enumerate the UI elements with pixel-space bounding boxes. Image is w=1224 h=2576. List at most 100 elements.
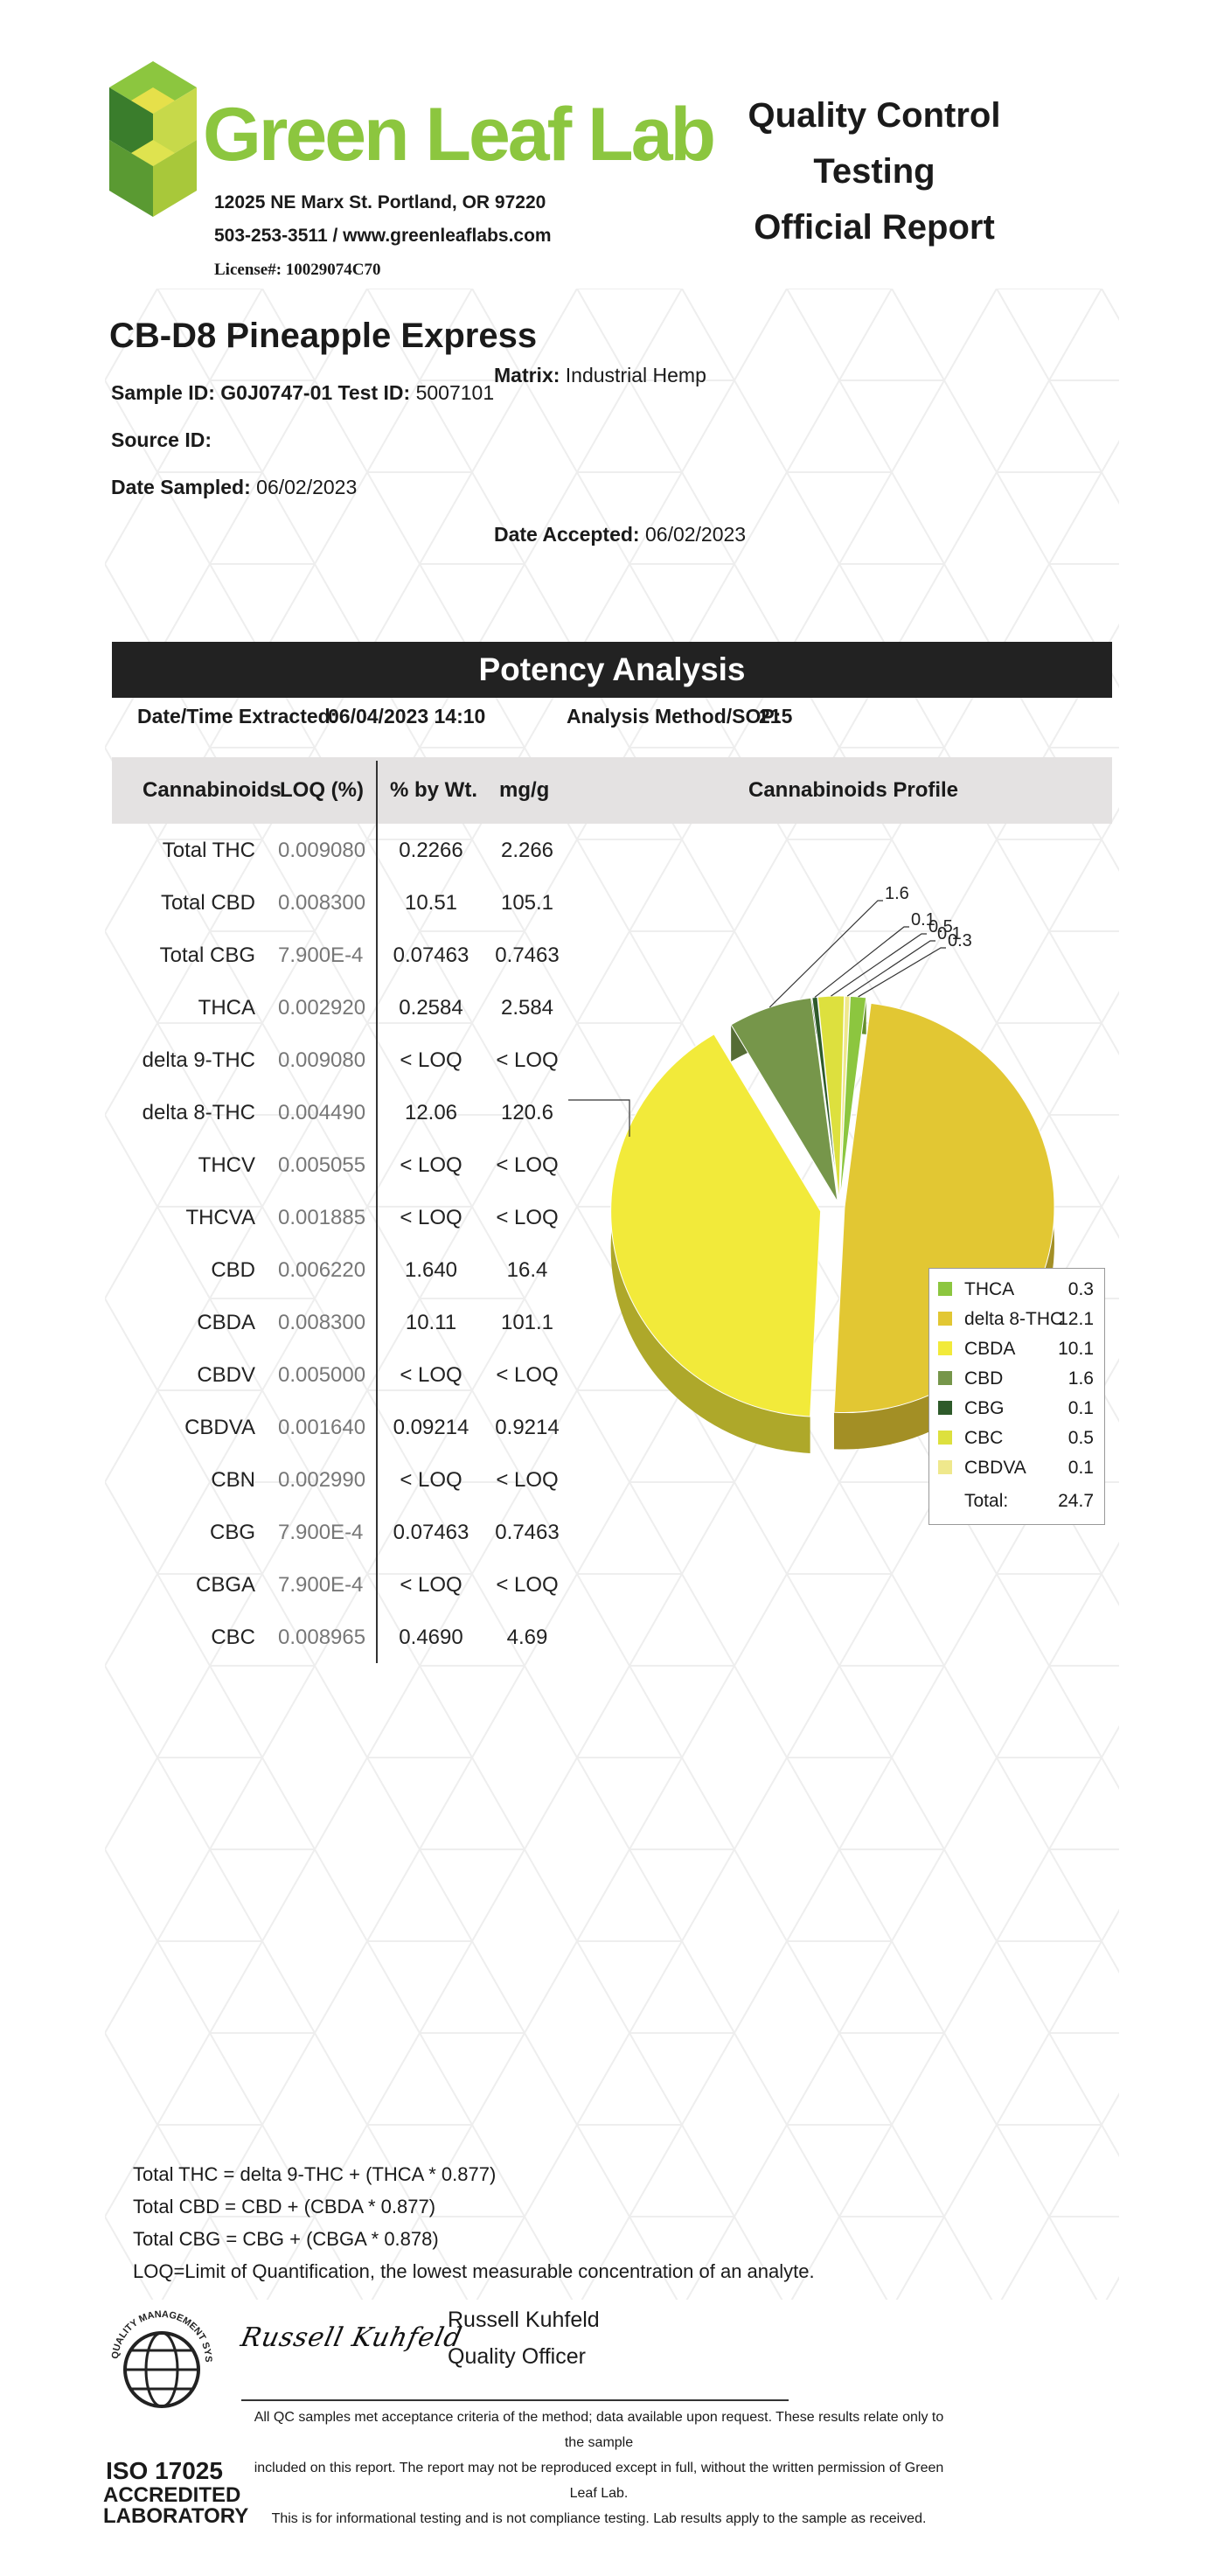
pct-by-weight: < LOQ [400,1573,462,1597]
pct-by-weight: 0.2584 [399,996,463,1020]
cannabinoid-name: delta 8-THC [142,1101,255,1124]
legend-total-value: 24.7 [1058,1491,1094,1511]
mg-per-g: 4.69 [506,1626,548,1649]
cannabinoid-name: THCA [198,996,255,1020]
cannabinoid-name: THCV [198,1153,255,1177]
legend-swatch [938,1341,952,1355]
mg-per-g: 2.584 [500,996,554,1020]
table-row: THCVA 0.001885 < LOQ < LOQ [112,1191,567,1243]
col-pct: % by Wt. [390,778,477,802]
legend-item: delta 8-THC 12.1 [938,1305,1099,1335]
test-id-label: Test ID: [337,381,411,404]
cannabinoid-name: CBDVA [184,1416,255,1439]
cannabinoid-name: Total THC [162,839,255,862]
loq-value: 7.900E-4 [278,1573,364,1597]
mg-per-g: 101.1 [500,1311,554,1334]
legend-value: 1.6 [1068,1368,1094,1389]
cannabinoid-name: CBDA [197,1311,255,1334]
date-sampled-value: 06/02/2023 [256,476,358,498]
legend-item: CBG 0.1 [938,1395,1099,1424]
legend-item: CBD 1.6 [938,1365,1099,1395]
callout-line [768,900,883,1008]
pct-by-weight: 0.2266 [399,839,463,862]
table-row: delta 8-THC 0.004490 12.06 120.6 [112,1086,567,1138]
legend-swatch [938,1371,952,1385]
mg-per-g: 0.7463 [495,943,560,967]
callout-label: 0.3 [948,931,972,950]
pct-by-weight: 0.07463 [393,1521,469,1544]
callout-line [846,940,935,997]
report-title: Quality Control Testing Official Report [691,87,1058,255]
iso-seal-icon: QUALITY MANAGEMENT SYSTEM [105,2300,213,2408]
note-total-thc: Total THC = delta 9-THC + (THCA * 0.877) [133,2163,497,2185]
product-name: CB-D8 Pineapple Express [109,317,538,355]
col-cannabinoids: Cannabinoids [143,778,282,802]
signer-name: Russell Kuhfeld [448,2308,600,2332]
cannabinoid-name: delta 9-THC [142,1048,255,1072]
legend-swatch [938,1401,952,1415]
lab-address: 12025 NE Marx St. Portland, OR 97220 [214,192,546,212]
row-leader-line [568,1099,630,1137]
signature: Russell Kuhfeld [238,2322,465,2353]
pct-by-weight: 0.09214 [393,1416,469,1439]
legend-swatch [938,1282,952,1296]
note-total-cbd: Total CBD = CBD + (CBDA * 0.877) [133,2196,436,2217]
loq-value: 0.005000 [278,1363,366,1387]
loq-value: 0.008300 [278,891,366,915]
matrix-line: Matrix: Industrial Hemp [494,364,706,387]
col-mg: mg/g [499,778,550,802]
table-row: CBC 0.008965 0.4690 4.69 [112,1611,567,1663]
date-sampled-label: Date Sampled: [111,476,251,498]
table-row: THCV 0.005055 < LOQ < LOQ [112,1138,567,1191]
legend-value: 10.1 [1058,1339,1094,1359]
mg-per-g: 120.6 [500,1101,554,1124]
lab-license: License#: 10029074C70 [214,261,381,279]
col-loq: LOQ (%) [280,778,364,802]
loq-value: 0.006220 [278,1258,366,1282]
cannabinoid-name: Total CBG [159,943,255,967]
disclaimer: All QC samples met acceptance criteria o… [249,2405,949,2531]
table-row: CBN 0.002990 < LOQ < LOQ [112,1453,567,1506]
cannabinoid-name: CBG [209,1521,255,1544]
seal-text: QUALITY MANAGEMENT SYSTEM [105,2300,213,2363]
loq-value: 0.004490 [278,1101,366,1124]
callout-label: 0.1 [937,924,962,943]
legend-item: CBC 0.5 [938,1424,1099,1454]
legend-value: 0.5 [1068,1428,1094,1448]
brand-name: Green Leaf Lab [203,93,716,177]
pct-by-weight: < LOQ [400,1048,462,1072]
legend-swatch [938,1460,952,1474]
test-id-value: 5007101 [415,381,495,404]
pct-by-weight: 0.07463 [393,943,469,967]
callout-line [831,933,927,997]
pct-by-weight: 10.51 [404,891,458,915]
date-accepted-label: Date Accepted: [494,523,640,546]
loq-value: 0.001640 [278,1416,366,1439]
loq-value: 0.001885 [278,1206,366,1229]
loq-value: 0.008965 [278,1626,366,1649]
cannabinoid-name: CBDV [197,1363,255,1387]
pie-legend: THCA 0.3 delta 8-THC 12.1 CBDA 10.1 CBD 1.6 CBG 0… [928,1268,1105,1525]
formula-notes: Total THC = delta 9-THC + (THCA * 0.877)… [133,2158,815,2287]
disclaimer-line3: This is for informational testing and is… [271,2511,927,2526]
legend-total: Total: 24.7 [938,1487,1099,1517]
date-sampled-line: Date Sampled: 06/02/2023 [111,476,357,499]
table-divider [376,761,378,1663]
loq-value: 0.009080 [278,1048,366,1072]
method-label: Analysis Method/SOP: [567,705,782,728]
legend-item: THCA 0.3 [938,1276,1099,1305]
pct-by-weight: 12.06 [404,1101,458,1124]
matrix-label: Matrix: [494,364,560,386]
svg-text:QUALITY MANAGEMENT SYSTEM: QUALITY MANAGEMENT SYSTEM [105,2300,213,2363]
sample-id-line: Sample ID: G0J0747-01 Test ID: 5007101 [111,381,494,405]
cannabinoid-name: Total CBD [160,891,255,915]
legend-label: CBDA [964,1339,1016,1359]
disclaimer-line2: included on this report. The report may … [254,2461,944,2501]
legend-label: THCA [964,1279,1015,1299]
table-row: CBD 0.006220 1.640 16.4 [112,1243,567,1296]
callout-label: 0.5 [928,917,953,936]
legend-label: CBG [964,1398,1005,1418]
report-title-line2: Official Report [754,208,995,247]
pct-by-weight: < LOQ [400,1363,462,1387]
mg-per-g: < LOQ [496,1573,559,1597]
